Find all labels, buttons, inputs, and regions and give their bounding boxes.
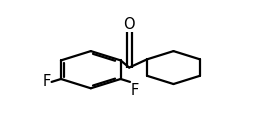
Text: F: F [131, 83, 139, 98]
Text: O: O [123, 17, 135, 32]
Text: F: F [42, 74, 51, 89]
